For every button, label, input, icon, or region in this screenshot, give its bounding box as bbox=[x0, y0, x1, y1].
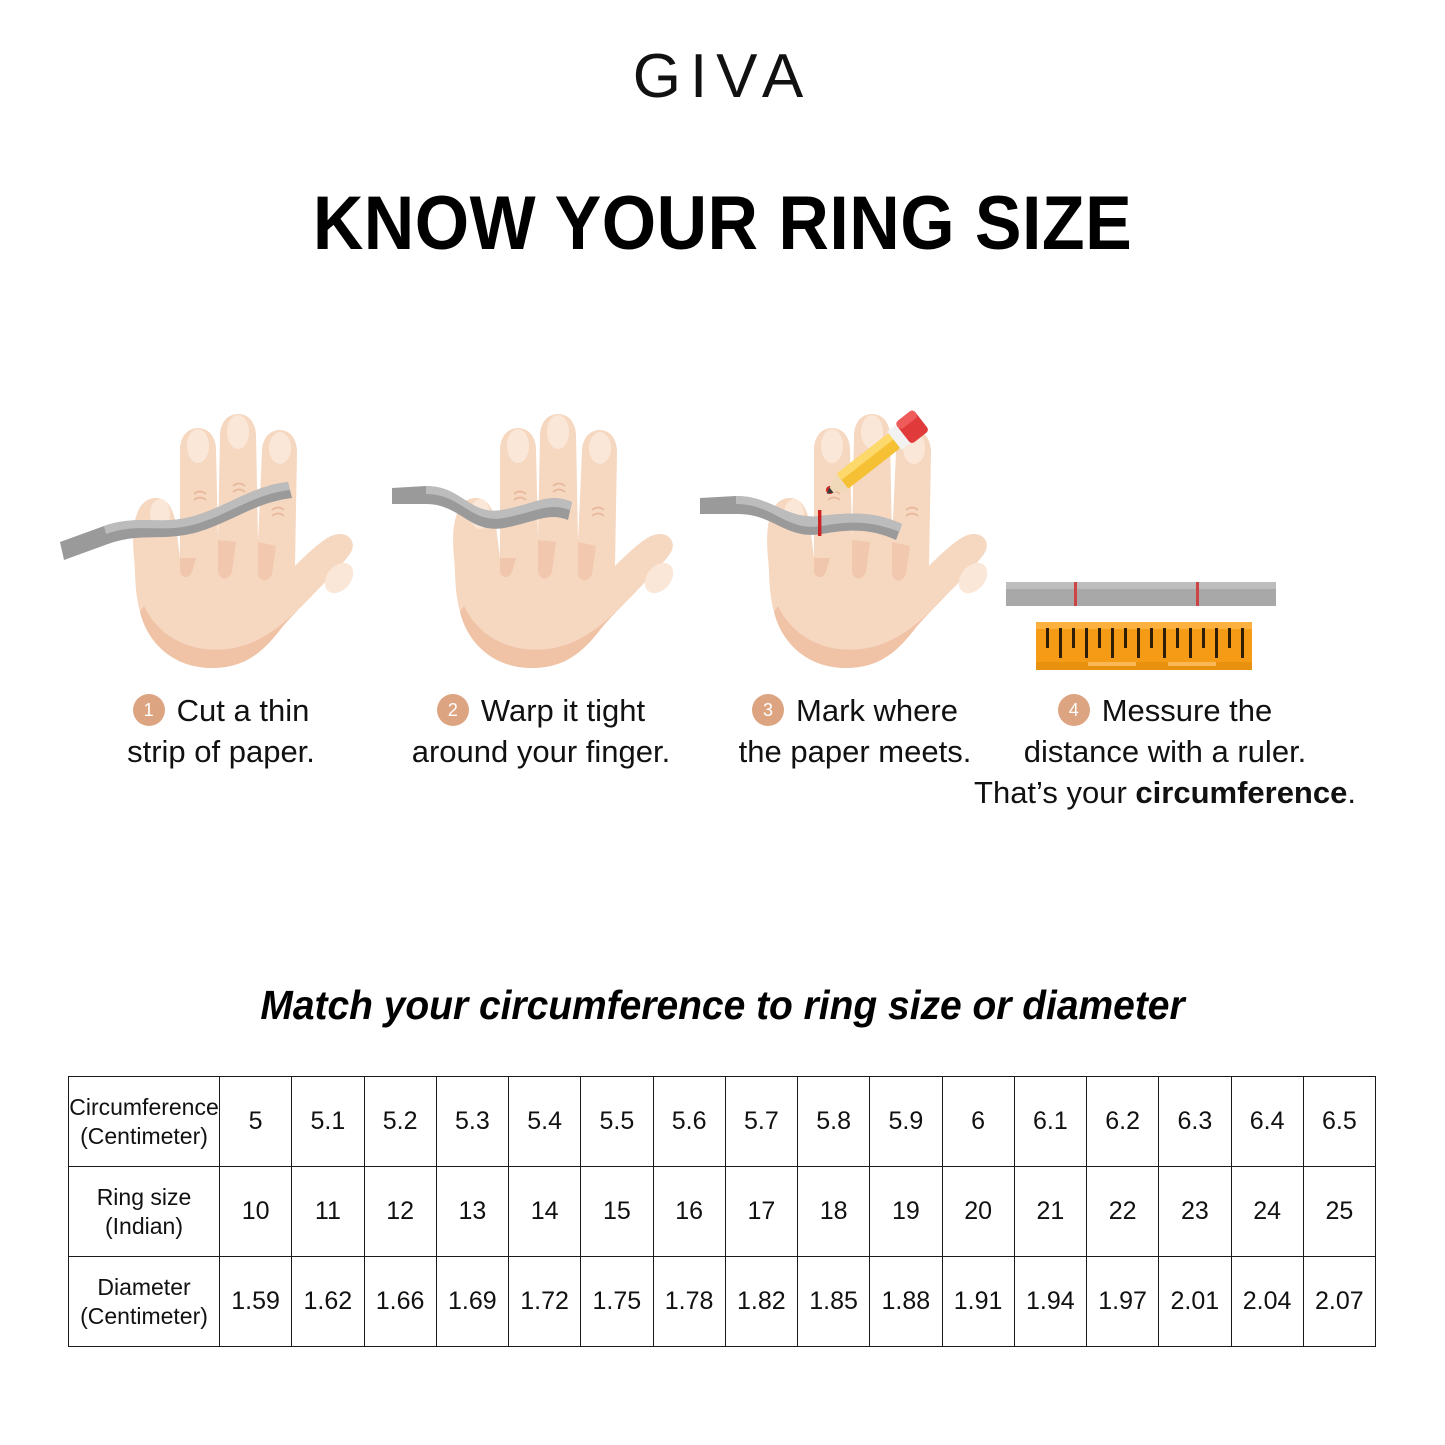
table-cell: 1.88 bbox=[869, 1256, 943, 1347]
table-cell: 5.5 bbox=[580, 1076, 654, 1167]
table-title: Match your circumference to ring size or… bbox=[260, 982, 1185, 1028]
row-header-diameter-line1: Diameter bbox=[97, 1273, 191, 1300]
table-cell: 1.97 bbox=[1085, 1256, 1160, 1347]
step-2-caption: 2 Warp it tight around your finger. bbox=[356, 690, 726, 772]
row-header-circumference: Circumference (Centimeter) bbox=[68, 1076, 220, 1167]
step-1-badge: 1 bbox=[132, 694, 165, 726]
table-cell: 6.4 bbox=[1230, 1076, 1304, 1167]
step-3-badge: 3 bbox=[752, 694, 785, 726]
table-cell: 5.9 bbox=[869, 1076, 943, 1167]
table-cell: 2.07 bbox=[1302, 1256, 1377, 1347]
step-1-caption: 1 Cut a thin strip of paper. bbox=[36, 690, 406, 772]
steps-section: 1 Cut a thin strip of paper. bbox=[0, 390, 1445, 860]
step-4-line3-bold: circumference bbox=[1135, 775, 1348, 811]
table-body: Circumference (Centimeter) 5 5.1 5.2 5.3… bbox=[68, 1076, 1377, 1347]
table-cell: 11 bbox=[291, 1166, 365, 1257]
table-cell: 17 bbox=[724, 1166, 799, 1257]
table-cell: 24 bbox=[1230, 1166, 1304, 1257]
step-4-line3: That’s your circumference. bbox=[958, 772, 1372, 813]
table-cell: 5.4 bbox=[507, 1076, 582, 1167]
row-header-ring-size: Ring size (Indian) bbox=[68, 1166, 220, 1257]
step-3-caption: 3 Mark where the paper meets. bbox=[670, 690, 1040, 772]
row-header-circumference-line1: Circumference bbox=[69, 1093, 219, 1120]
table-cell: 1.62 bbox=[291, 1256, 365, 1347]
step-3-line2: the paper meets. bbox=[738, 734, 972, 770]
table-cell: 5 bbox=[218, 1076, 293, 1167]
row-header-ring-size-line1: Ring size bbox=[96, 1183, 192, 1210]
step-4-badge: 4 bbox=[1057, 694, 1090, 726]
table-cell: 1.72 bbox=[507, 1256, 582, 1347]
row-header-diameter: Diameter (Centimeter) bbox=[68, 1256, 220, 1347]
step-4: 4 Messure the distance with a ruler. That… bbox=[974, 390, 1356, 860]
table-cell: 18 bbox=[796, 1166, 871, 1257]
hand-with-wrapped-strip-icon bbox=[392, 414, 674, 668]
step-2-badge: 2 bbox=[436, 694, 469, 726]
table-cell: 2.04 bbox=[1230, 1256, 1304, 1347]
row-header-circumference-line2: (Centimeter) bbox=[80, 1122, 208, 1149]
table-cell: 2.01 bbox=[1158, 1256, 1232, 1347]
step-4-line2: distance with a ruler. bbox=[1023, 734, 1307, 770]
row-header-ring-size-line2: (Indian) bbox=[105, 1212, 183, 1239]
table-row-diameter: Diameter (Centimeter) 1.59 1.62 1.66 1.6… bbox=[68, 1256, 1377, 1347]
table-cell: 15 bbox=[580, 1166, 654, 1257]
table-cell: 6.1 bbox=[1013, 1076, 1088, 1167]
step-4-illustration bbox=[1000, 390, 1330, 690]
hand-with-pencil-mark-icon bbox=[700, 410, 988, 668]
step-1: 1 Cut a thin strip of paper. bbox=[56, 390, 386, 860]
table-cell: 5.8 bbox=[796, 1076, 871, 1167]
ruler-with-marked-strip-icon bbox=[1006, 582, 1276, 670]
table-cell: 6 bbox=[941, 1076, 1015, 1167]
table-cell: 1.75 bbox=[580, 1256, 654, 1347]
table-cell: 23 bbox=[1158, 1166, 1232, 1257]
table-cell: 5.6 bbox=[652, 1076, 726, 1167]
table-cell: 25 bbox=[1302, 1166, 1377, 1257]
table-cell: 5.1 bbox=[291, 1076, 365, 1167]
table-cell: 1.94 bbox=[1013, 1256, 1088, 1347]
table-cell: 5.7 bbox=[724, 1076, 799, 1167]
table-cell: 12 bbox=[363, 1166, 437, 1257]
page-title: KNOW YOUR RING SIZE bbox=[312, 181, 1133, 266]
step-2-line1: Warp it tight bbox=[480, 693, 646, 728]
table-cell: 1.69 bbox=[435, 1256, 510, 1347]
table-cell: 10 bbox=[218, 1166, 293, 1257]
step-4-line3-prefix: That’s your bbox=[974, 775, 1136, 811]
step-1-line1: Cut a thin bbox=[176, 693, 310, 728]
step-3: 3 Mark where the paper meets. bbox=[690, 390, 1020, 860]
table-cell: 22 bbox=[1085, 1166, 1160, 1257]
step-2-line2: around your finger. bbox=[411, 734, 671, 770]
step-1-illustration bbox=[56, 390, 386, 690]
table-cell: 5.3 bbox=[435, 1076, 510, 1167]
step-2-illustration bbox=[376, 390, 706, 690]
table-cell: 1.78 bbox=[652, 1256, 726, 1347]
step-1-line2: strip of paper. bbox=[127, 734, 315, 770]
table-cell: 20 bbox=[941, 1166, 1015, 1257]
table-cell: 21 bbox=[1013, 1166, 1088, 1257]
table-cell: 1.59 bbox=[218, 1256, 293, 1347]
table-row-circumference: Circumference (Centimeter) 5 5.1 5.2 5.3… bbox=[68, 1076, 1377, 1167]
table-cell: 6.5 bbox=[1302, 1076, 1377, 1167]
hand-with-paper-strip-icon bbox=[60, 414, 354, 668]
table-cell: 6.3 bbox=[1158, 1076, 1232, 1167]
step-3-line1: Mark where bbox=[796, 693, 958, 728]
table-cell: 5.2 bbox=[363, 1076, 437, 1167]
table-cell: 1.66 bbox=[363, 1256, 437, 1347]
row-header-diameter-line2: (Centimeter) bbox=[80, 1302, 208, 1329]
table-cell: 14 bbox=[507, 1166, 582, 1257]
table-cell: 1.85 bbox=[796, 1256, 871, 1347]
step-3-illustration bbox=[690, 390, 1020, 690]
table-cell: 19 bbox=[869, 1166, 943, 1257]
step-4-line1: Messure the bbox=[1101, 693, 1273, 728]
table-cell: 13 bbox=[435, 1166, 510, 1257]
table-cell: 6.2 bbox=[1085, 1076, 1160, 1167]
step-2: 2 Warp it tight around your finger. bbox=[376, 390, 706, 860]
brand-logo: GIVA bbox=[632, 42, 813, 111]
step-4-caption: 4 Messure the distance with a ruler. That… bbox=[958, 690, 1372, 814]
table-cell: 1.91 bbox=[941, 1256, 1015, 1347]
table-cell: 1.82 bbox=[724, 1256, 799, 1347]
step-4-line3-suffix: . bbox=[1347, 775, 1356, 811]
table-cell: 16 bbox=[652, 1166, 726, 1257]
table-row-ring-size: Ring size (Indian) 10 11 12 13 14 15 16 … bbox=[68, 1166, 1377, 1257]
ring-size-table: Circumference (Centimeter) 5 5.1 5.2 5.3… bbox=[68, 1076, 1377, 1347]
